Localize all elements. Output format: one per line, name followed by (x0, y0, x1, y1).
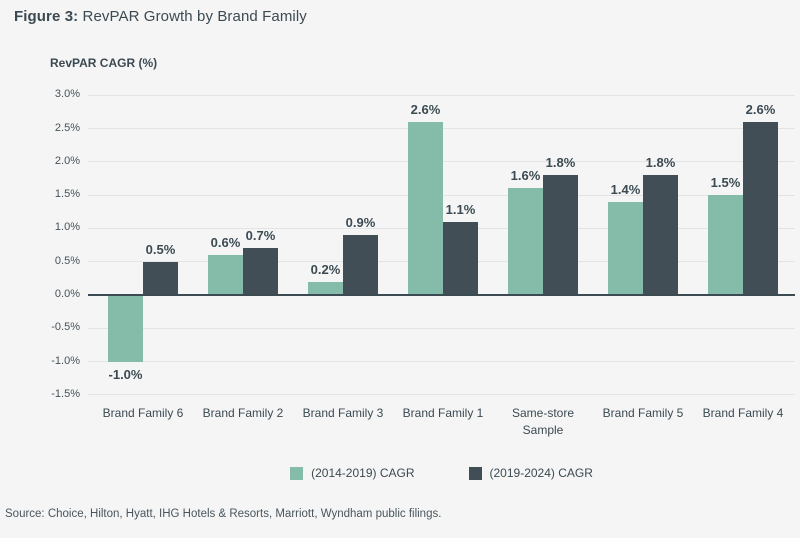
bar-2014-2019 (708, 195, 743, 295)
legend-item: (2014-2019) CAGR (290, 466, 415, 480)
gridline (88, 327, 795, 329)
figure-title-text: RevPAR Growth by Brand Family (82, 8, 307, 25)
bar-2014-2019 (208, 255, 243, 295)
y-axis-tick-label: 1.0% (54, 221, 80, 234)
y-axis-tick-label: -1.5% (51, 387, 80, 400)
bar-value-label: 2.6% (745, 101, 776, 117)
bar-value-label: 0.9% (345, 215, 376, 231)
bar-2019-2024 (443, 221, 478, 295)
bar-value-label: 2.6% (410, 101, 441, 117)
y-axis-title: RevPAR CAGR (%) (50, 56, 158, 70)
bar-value-label: 0.7% (245, 228, 276, 244)
bar-value-label: 1.4% (610, 181, 641, 197)
category-label: Brand Family 6 (102, 406, 184, 420)
y-axis-tick-label: -1.0% (51, 354, 80, 367)
legend-label: (2019-2024) CAGR (489, 466, 593, 480)
bar-value-label: 1.5% (710, 175, 741, 191)
legend-swatch-icon (468, 466, 482, 480)
figure-title: Figure 3: RevPAR Growth by Brand Family (14, 8, 307, 25)
category-label: Same-store Sample (511, 406, 575, 438)
category-label: Brand Family 1 (402, 406, 484, 420)
y-axis-tick-label: 1.5% (54, 188, 80, 201)
bar-2014-2019 (608, 201, 643, 295)
bar-2014-2019 (408, 121, 443, 295)
gridline (88, 361, 795, 363)
y-axis-tick-label: 3.0% (54, 88, 80, 101)
bar-2019-2024 (743, 121, 778, 295)
category-label: Brand Family 5 (602, 406, 684, 420)
gridline (88, 394, 795, 396)
y-axis-tick-label: 2.5% (54, 121, 80, 134)
y-axis-tick-label: 0.0% (54, 288, 80, 300)
bar-value-label: 1.8% (645, 155, 676, 171)
category-label: Brand Family 3 (302, 406, 384, 420)
bar-2019-2024 (243, 248, 278, 295)
legend-item: (2019-2024) CAGR (468, 466, 593, 480)
bar-value-label: 0.2% (310, 261, 341, 277)
bar-value-label: 1.6% (510, 168, 541, 184)
bar-value-label: 1.8% (545, 155, 576, 171)
category-label: Brand Family 4 (702, 406, 784, 420)
gridline (88, 94, 795, 96)
bar-2014-2019 (508, 188, 543, 295)
bar-2019-2024 (543, 175, 578, 295)
bar-2019-2024 (343, 235, 378, 295)
bar-value-label: -1.0% (108, 366, 143, 382)
bar-2019-2024 (143, 261, 178, 295)
bar-value-label: 0.6% (210, 235, 241, 251)
y-axis-tick-label: -0.5% (51, 321, 80, 334)
bar-value-label: 1.1% (445, 201, 476, 217)
bar-2014-2019 (108, 295, 143, 362)
x-axis-zero-line (88, 294, 795, 296)
source-note: Source: Choice, Hilton, Hyatt, IHG Hotel… (5, 508, 442, 520)
legend-swatch-icon (290, 466, 304, 480)
bar-2014-2019 (308, 281, 343, 295)
chart-legend: (2014-2019) CAGR (2019-2024) CAGR (88, 466, 795, 480)
legend-label: (2014-2019) CAGR (311, 466, 415, 480)
category-label: Brand Family 2 (202, 406, 284, 420)
bar-2019-2024 (643, 175, 678, 295)
bar-value-label: 0.5% (145, 241, 176, 257)
figure-number: Figure 3: (14, 8, 79, 25)
y-axis-tick-label: 0.5% (54, 254, 80, 267)
y-axis-tick-label: 2.0% (54, 154, 80, 167)
